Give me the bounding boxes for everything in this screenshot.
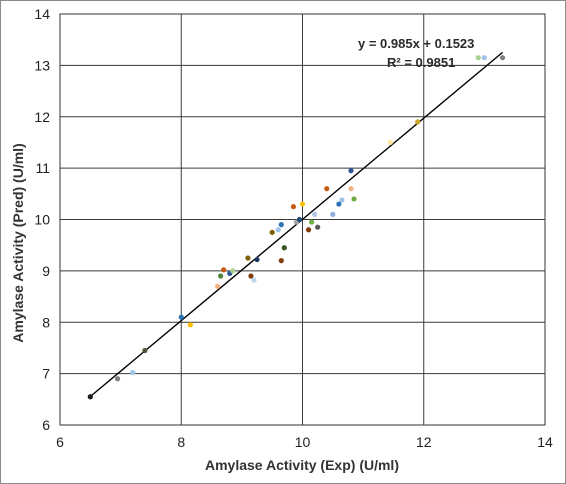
data-point [481, 55, 487, 61]
x-axis-ticks: 6 8 10 12 14 [56, 434, 553, 450]
data-point [315, 224, 321, 230]
data-point [351, 196, 357, 202]
data-point [415, 119, 421, 125]
data-point [499, 55, 506, 61]
y-tick-label: 8 [42, 314, 50, 330]
data-point [248, 273, 254, 279]
data-point [387, 139, 394, 146]
data-point [281, 245, 287, 251]
data-point [475, 55, 481, 61]
data-point [275, 227, 281, 233]
y-tick-label: 13 [34, 57, 50, 73]
y-tick-label: 12 [34, 109, 50, 125]
y-tick-label: 14 [34, 6, 50, 22]
x-tick-label: 12 [416, 434, 432, 450]
x-tick-label: 10 [295, 434, 311, 450]
y-tick-label: 10 [34, 212, 50, 228]
data-points [87, 55, 506, 400]
data-point [296, 216, 303, 223]
data-point [251, 277, 257, 283]
data-point [215, 283, 221, 289]
data-point [130, 369, 136, 376]
plot-area-border [59, 13, 546, 426]
data-point [312, 211, 318, 217]
data-point [178, 314, 184, 320]
data-point [230, 268, 236, 274]
x-tick-label: 8 [177, 434, 185, 450]
data-point [278, 258, 284, 264]
data-point [330, 211, 336, 217]
data-point [278, 222, 284, 228]
data-point [348, 168, 354, 174]
data-point [299, 201, 306, 207]
data-point [221, 267, 227, 273]
y-tick-label: 6 [42, 417, 50, 433]
data-point [339, 197, 345, 203]
data-point [114, 376, 121, 382]
data-point [269, 229, 275, 235]
y-tick-label: 7 [42, 366, 50, 382]
data-point [305, 227, 312, 233]
y-axis-title: Amylase Activity (Pred) (U/ml) [10, 143, 26, 342]
data-point [218, 273, 224, 279]
data-point [324, 186, 330, 192]
data-point [87, 394, 93, 400]
y-axis-ticks: 6 7 8 9 10 11 12 13 14 [34, 6, 50, 433]
x-tick-label: 6 [56, 434, 64, 450]
data-point [348, 186, 354, 192]
data-point [308, 219, 315, 225]
data-point [142, 347, 148, 354]
trendline-equation: y = 0.985x + 0.1523 [358, 36, 474, 51]
data-point [254, 256, 260, 263]
data-point [187, 322, 193, 328]
r-squared-label: R² = 0.9851 [387, 55, 455, 70]
data-point [290, 204, 297, 210]
x-axis-title: Amylase Activity (Exp) (U/ml) [205, 457, 399, 473]
data-point [245, 255, 251, 261]
y-tick-label: 11 [35, 160, 50, 176]
x-tick-label: 14 [537, 434, 553, 450]
y-tick-label: 9 [42, 263, 50, 279]
data-point [336, 201, 342, 207]
